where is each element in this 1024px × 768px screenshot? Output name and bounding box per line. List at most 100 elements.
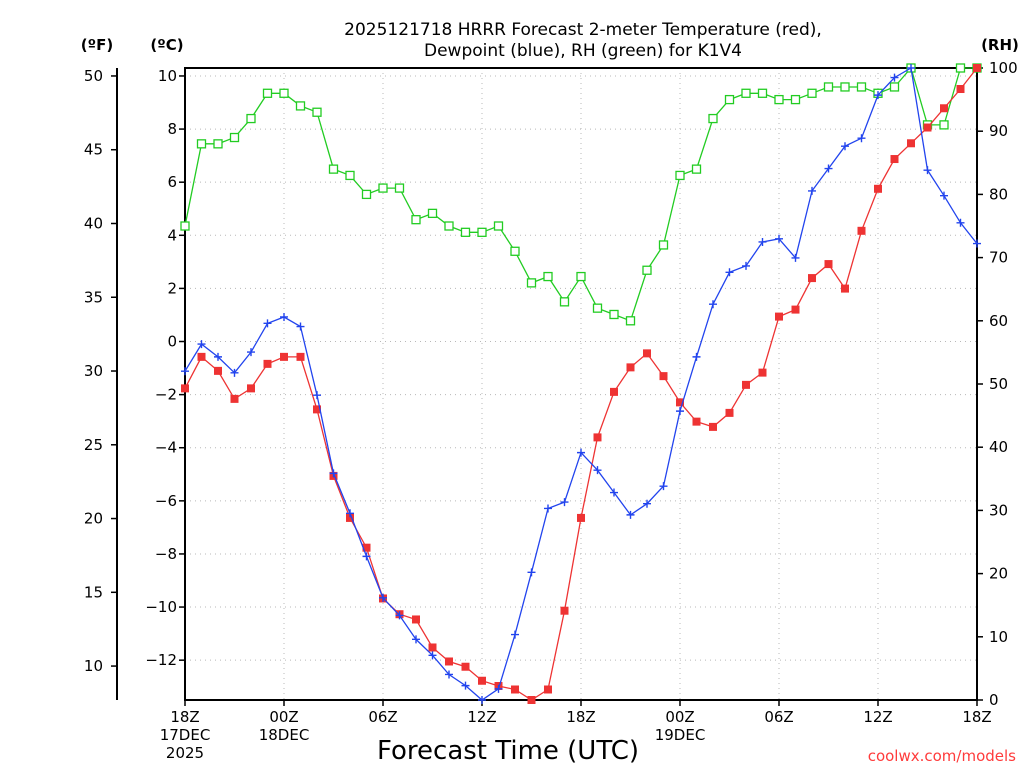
- point-dew-32: [709, 300, 717, 309]
- point-dew-0: [181, 367, 189, 376]
- fahrenheit-axis-unit: (ºF): [81, 36, 113, 54]
- grid-lines: [184, 68, 978, 700]
- rh-tick-label-2: 80: [989, 185, 1008, 203]
- point-rh-19: [493, 221, 504, 231]
- rh-tick-label-7: 30: [989, 501, 1008, 519]
- point-temp-20: [511, 685, 519, 694]
- point-dew-36: [775, 234, 783, 243]
- point-dew-42: [874, 91, 882, 100]
- point-dew-28: [643, 499, 651, 508]
- point-rh-36: [774, 94, 784, 105]
- point-dew-24: [577, 448, 585, 457]
- point-rh-31: [691, 164, 702, 174]
- time-tick-label-2-0: 06Z: [368, 708, 397, 726]
- point-dew-15: [428, 651, 437, 660]
- point-dew-25: [593, 466, 602, 475]
- celsius-tick-label-3: 4: [167, 226, 177, 244]
- point-temp-16: [445, 657, 453, 666]
- point-temp-42: [874, 184, 882, 193]
- point-dew-46: [940, 191, 948, 200]
- point-rh-23: [559, 297, 570, 307]
- point-rh-28: [642, 265, 652, 275]
- time-tick-label-1-0: 00Z: [269, 708, 298, 726]
- celsius-axis-unit: (ºC): [150, 36, 183, 54]
- point-rh-32: [708, 113, 718, 124]
- credit-text: coolwx.com/models: [868, 747, 1016, 765]
- celsius-tick-label-10: −10: [145, 598, 177, 616]
- rh-tick-label-8: 20: [989, 565, 1008, 583]
- point-dew-38: [808, 186, 816, 195]
- point-rh-12: [378, 183, 388, 193]
- point-rh-20: [510, 246, 520, 256]
- point-dew-17: [461, 681, 470, 690]
- point-rh-43: [889, 82, 900, 92]
- fahrenheit-tick-label-3: 35: [84, 288, 103, 306]
- fahrenheit-tick-label-8: 10: [84, 657, 103, 675]
- point-temp-46: [940, 104, 948, 113]
- point-temp-40: [841, 284, 849, 293]
- point-dew-3: [230, 368, 239, 377]
- point-dew-39: [824, 164, 833, 173]
- point-dew-9: [329, 469, 338, 478]
- celsius-tick-label-8: −6: [155, 492, 177, 510]
- point-temp-21: [527, 696, 536, 704]
- point-temp-44: [907, 139, 915, 148]
- fahrenheit-tick-label-2: 40: [84, 214, 103, 232]
- point-dew-2: [214, 352, 222, 361]
- rh-tick-label-5: 50: [989, 375, 1008, 393]
- rh-tick-label-10: 0: [989, 691, 999, 709]
- point-dew-22: [544, 504, 552, 513]
- point-rh-46: [939, 120, 949, 130]
- point-temp-24: [577, 513, 585, 522]
- point-dew-43: [890, 73, 899, 82]
- point-rh-38: [807, 88, 817, 98]
- point-temp-22: [544, 685, 552, 694]
- point-dew-11: [362, 552, 371, 561]
- point-dew-26: [610, 488, 618, 497]
- point-dew-1: [197, 340, 206, 349]
- point-dew-6: [280, 312, 288, 321]
- celsius-tick-label-7: −4: [155, 439, 177, 457]
- point-temp-4: [247, 384, 255, 393]
- point-rh-35: [757, 88, 768, 98]
- point-dew-21: [527, 568, 536, 577]
- point-rh-6: [279, 88, 289, 98]
- point-rh-41: [856, 82, 867, 92]
- celsius-tick-label-2: 6: [167, 173, 177, 191]
- point-rh-1: [196, 139, 207, 149]
- point-temp-38: [808, 274, 816, 283]
- point-temp-31: [692, 417, 701, 426]
- point-rh-33: [724, 94, 735, 105]
- celsius-axis: 10 8 6 4 2 0 −2 −4 −6 −8 −10 −12: [145, 67, 185, 669]
- point-temp-7: [296, 352, 305, 361]
- point-rh-2: [213, 139, 223, 149]
- point-rh-21: [526, 278, 537, 288]
- point-dew-45: [923, 166, 932, 175]
- fahrenheit-tick-label-1: 45: [84, 141, 103, 159]
- time-tick-label-6-0: 06Z: [764, 708, 793, 726]
- rh-axis-unit: (RH): [981, 36, 1019, 54]
- series-rh: [180, 63, 982, 326]
- chart-title-line-2: Dewpoint (blue), RH (green) for K1V4: [424, 41, 742, 61]
- point-dew-18: [478, 696, 486, 704]
- fahrenheit-tick-label-6: 20: [84, 510, 103, 528]
- point-dew-37: [791, 253, 800, 262]
- point-temp-29: [659, 372, 668, 381]
- x-axis-label: Forecast Time (UTC): [377, 736, 639, 766]
- point-temp-27: [626, 363, 635, 372]
- point-rh-27: [625, 316, 636, 326]
- point-rh-37: [790, 94, 801, 105]
- point-temp-43: [890, 155, 899, 164]
- point-temp-36: [775, 312, 783, 321]
- point-dew-30: [676, 407, 684, 416]
- point-rh-7: [295, 101, 306, 111]
- point-dew-4: [247, 348, 255, 357]
- point-dew-23: [560, 498, 569, 507]
- point-dew-41: [857, 134, 866, 143]
- point-rh-13: [394, 183, 405, 193]
- series-group: [180, 63, 982, 704]
- rh-tick-label-4: 60: [989, 312, 1008, 330]
- point-temp-5: [263, 359, 272, 368]
- point-temp-26: [610, 387, 618, 396]
